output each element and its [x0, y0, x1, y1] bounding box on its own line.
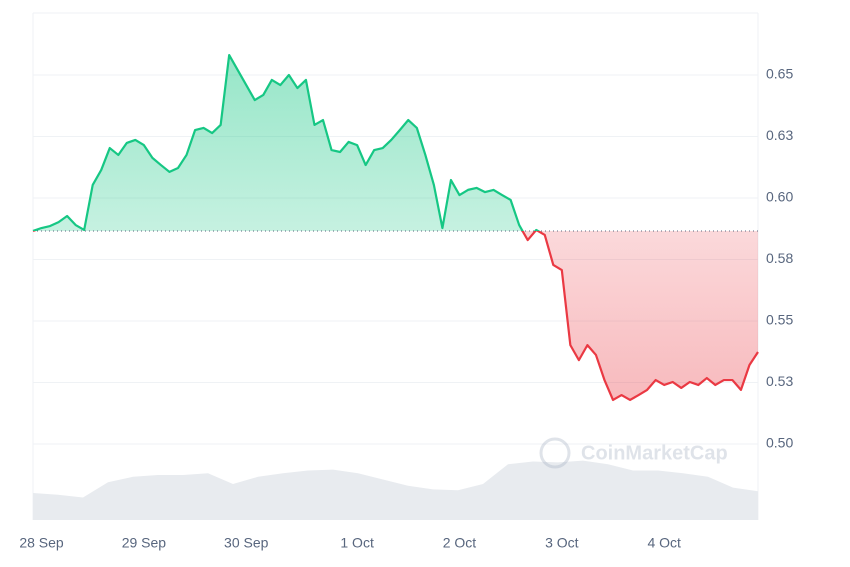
watermark: CoinMarketCap — [539, 437, 728, 469]
price-line-up — [32, 53, 541, 231]
x-tick-label: 30 Sep — [224, 535, 269, 551]
area-up — [33, 55, 758, 231]
watermark-text: CoinMarketCap — [581, 442, 728, 464]
y-tick-label: 0.53 — [766, 373, 793, 389]
price-line-down — [33, 230, 759, 402]
y-tick-label: 0.60 — [766, 189, 793, 205]
x-tick-label: 29 Sep — [122, 535, 167, 551]
y-tick-label: 0.65 — [766, 66, 793, 82]
y-tick-label: 0.63 — [766, 127, 793, 143]
x-tick-label: 3 Oct — [545, 535, 579, 551]
y-tick-label: 0.50 — [766, 435, 793, 451]
volume-area — [33, 460, 758, 520]
y-tick-label: 0.58 — [766, 250, 793, 266]
x-tick-label: 28 Sep — [19, 535, 64, 551]
x-tick-label: 1 Oct — [340, 535, 374, 551]
y-tick-label: 0.55 — [766, 312, 793, 328]
watermark-logo — [539, 437, 571, 469]
x-tick-label: 2 Oct — [443, 535, 477, 551]
x-tick-label: 4 Oct — [647, 535, 681, 551]
area-down — [522, 230, 758, 400]
